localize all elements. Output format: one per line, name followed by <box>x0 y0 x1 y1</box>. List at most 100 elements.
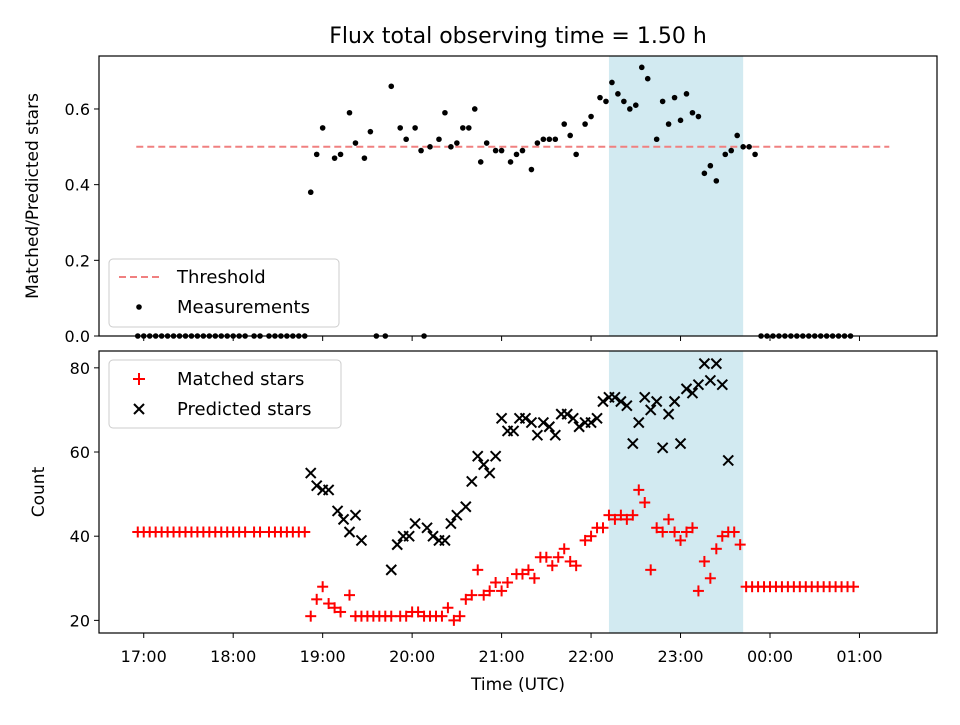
measurement-point <box>483 140 490 146</box>
matched-star-point <box>478 589 490 601</box>
y-tick-label: 40 <box>70 527 90 546</box>
x-tick-label: 23:00 <box>657 647 703 666</box>
predicted-star-point <box>331 505 344 517</box>
matched-star-point <box>442 602 454 614</box>
measurement-point <box>588 113 594 120</box>
measurement-point <box>352 140 359 146</box>
measurement-point <box>627 106 633 112</box>
matched-star-point <box>698 555 710 567</box>
predicted-star-point <box>597 395 609 408</box>
matched-star-point <box>657 526 669 538</box>
predicted-star-point <box>698 357 711 370</box>
predicted-star-point <box>466 475 478 488</box>
x-tick-label: 22:00 <box>568 647 614 666</box>
measurement-point <box>695 113 702 120</box>
matched-star-point <box>546 560 558 572</box>
measurement-point <box>597 94 603 101</box>
legend-measurements-swatch <box>136 304 142 310</box>
measurement-point <box>752 151 758 158</box>
matched-star-point <box>579 534 591 546</box>
matched-star-point <box>436 610 448 622</box>
matched-star-point <box>728 526 740 538</box>
predicted-star-point <box>543 421 556 433</box>
matched-star-point <box>847 581 859 593</box>
measurement-point <box>436 136 442 143</box>
measurement-point <box>561 121 568 127</box>
measurement-point <box>603 98 609 105</box>
matched-star-point <box>552 551 564 563</box>
matched-star-point <box>299 526 311 538</box>
matched-star-point <box>675 534 687 546</box>
predicted-star-point <box>710 357 723 370</box>
matched-star-point <box>329 602 341 614</box>
legend-threshold-label: Threshold <box>176 267 266 288</box>
x-tick-label: 17:00 <box>121 647 167 666</box>
measurement-point <box>313 151 320 158</box>
legend-measurements-label: Measurements <box>177 297 310 318</box>
x-tick-label: 01:00 <box>836 647 882 666</box>
matched-star-point <box>558 543 570 555</box>
predicted-star-point <box>355 534 368 547</box>
matched-star-point <box>400 610 412 622</box>
measurement-point <box>454 140 460 146</box>
measurement-point <box>442 109 448 116</box>
count-y-axis-label: Count <box>29 466 49 517</box>
matched-star-point <box>528 572 540 584</box>
matched-star-point <box>305 610 317 622</box>
x-axis-label: Time (UTC) <box>470 675 565 695</box>
count-x-ticks: 17:00 18:00 19:00 20:00 21:00 22:00 23:00 00:00… <box>121 633 883 666</box>
measurement-point <box>701 170 708 177</box>
matched-star-point <box>710 543 722 555</box>
predicted-star-point <box>704 374 717 387</box>
measurement-point <box>632 102 639 108</box>
x-tick-label: 19:00 <box>300 647 346 666</box>
measurement-point <box>621 98 627 105</box>
measurement-point <box>573 151 579 158</box>
measurement-point <box>653 136 660 143</box>
y-tick-label: 20 <box>70 611 90 630</box>
matched-star-point <box>522 564 534 576</box>
count-panel: 20 40 60 80 17:00 18:00 19:00 20:00 21:00 22:00 2… <box>29 350 938 695</box>
measurement-point <box>713 178 720 184</box>
matched-star-point <box>490 576 502 588</box>
predicted-star-point <box>633 416 645 429</box>
predicted-star-point <box>349 509 362 521</box>
measurement-point <box>534 140 541 146</box>
predicted-star-point <box>489 450 502 462</box>
predicted-star-point <box>427 530 439 542</box>
matched-star-point <box>603 509 615 521</box>
y-tick-label: 60 <box>70 443 90 462</box>
measurement-point <box>665 121 672 127</box>
measurement-point <box>722 151 729 158</box>
predicted-star-point <box>337 513 350 526</box>
measurement-point <box>337 151 344 158</box>
x-tick-label: 21:00 <box>479 647 525 666</box>
predicted-star-point <box>573 421 585 433</box>
matched-star-point <box>570 560 582 572</box>
matched-star-point <box>663 513 675 525</box>
matched-star-point <box>609 513 621 525</box>
predicted-star-point <box>525 416 538 429</box>
count-legend-box <box>108 359 342 429</box>
ratio-y-axis-label: Matched/Predicted stars <box>23 93 43 299</box>
predicted-star-point <box>722 454 734 467</box>
predicted-star-point <box>650 395 663 408</box>
predicted-star-point <box>668 395 681 408</box>
predicted-star-point <box>645 404 657 416</box>
measurement-point <box>319 125 326 131</box>
measurement-point <box>528 166 535 173</box>
predicted-star-point <box>686 387 699 399</box>
highlight-span-rect <box>608 56 744 336</box>
predicted-star-point <box>445 517 457 530</box>
y-tick-label: 0.0 <box>65 327 90 346</box>
ratio-x-ticks <box>143 336 860 341</box>
matched-star-point <box>704 572 716 584</box>
measurement-point <box>546 136 553 143</box>
measurement-point <box>644 75 651 82</box>
measurement-point <box>361 155 368 161</box>
predicted-star-point <box>343 526 356 538</box>
measurement-point <box>659 98 666 105</box>
y-tick-label: 0.6 <box>65 100 90 119</box>
measurement-point <box>671 94 678 101</box>
